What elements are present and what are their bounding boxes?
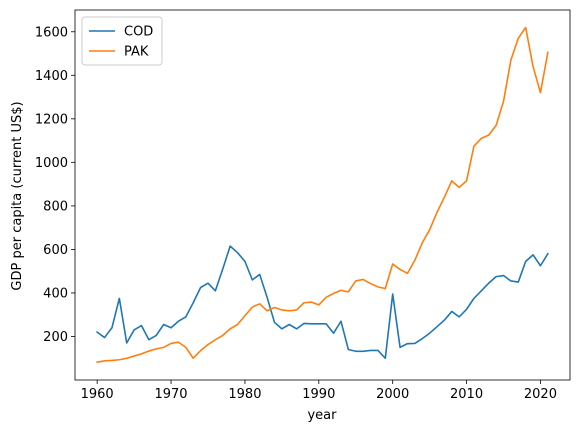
y-tick-label: 1200 [35, 112, 68, 127]
legend-box [81, 16, 163, 66]
y-tick-label: 600 [43, 243, 68, 258]
x-axis-label: year [307, 408, 337, 423]
x-tick-label: 1960 [81, 387, 114, 402]
x-tick-label: 2020 [524, 387, 557, 402]
y-tick-label: 200 [43, 330, 68, 345]
series-line-pak [96, 26, 549, 364]
legend-label-pak: PAK [124, 45, 149, 60]
plot-area [75, 10, 570, 380]
x-tick-label: 1990 [302, 387, 335, 402]
x-tick-label: 1970 [154, 387, 187, 402]
y-axis: 200 400 600 800 1000 1200 1400 1600 [35, 25, 75, 345]
legend: COD PAK [81, 16, 163, 66]
y-tick-label: 400 [43, 286, 68, 301]
y-tick-label: 1000 [35, 156, 68, 171]
x-tick-label: 2000 [376, 387, 409, 402]
y-tick-label: 1400 [35, 69, 68, 84]
x-tick-label: 2010 [450, 387, 483, 402]
legend-label-cod: COD [124, 25, 153, 40]
y-tick-label: 1600 [35, 25, 68, 40]
series-line-cod [96, 245, 549, 360]
x-axis: 1960 1970 1980 1990 2000 2010 2020 [81, 380, 557, 402]
x-tick-label: 1980 [228, 387, 261, 402]
plot-frame [74, 9, 571, 381]
y-axis-label: GDP per capita (current US$) [10, 101, 25, 290]
series-layer [96, 26, 549, 364]
y-tick-label: 800 [43, 199, 68, 214]
